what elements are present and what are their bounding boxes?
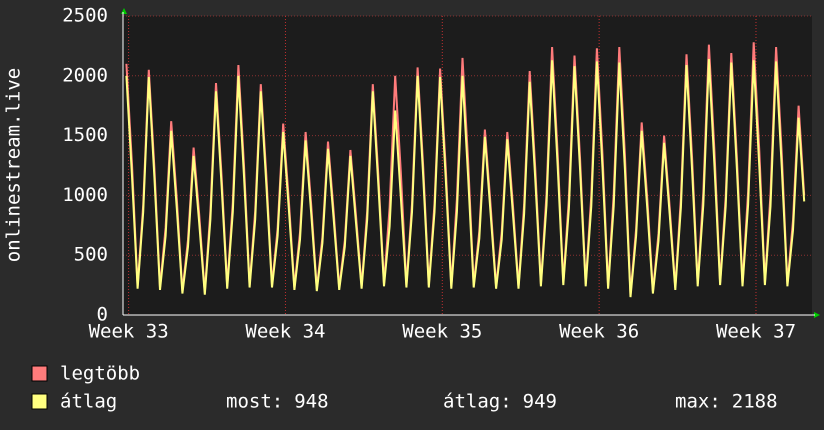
legend-label: legtöbb [60,363,140,385]
y-tick-label: 2000 [62,64,108,86]
y-tick-label: 0 [97,304,108,326]
stat-label: max: [675,391,721,413]
x-tick-label: Week 36 [559,321,639,343]
x-tick-label: Week 34 [245,321,325,343]
legend-swatch [31,365,48,382]
stat-value: 948 [294,391,328,413]
y-tick-label: 500 [74,244,108,266]
stat-value: 949 [523,391,557,413]
x-tick-label: Week 35 [402,321,482,343]
stat-label: átlag: [443,391,512,413]
axis-arrow [814,312,820,318]
series-line [125,59,806,298]
stat-value: 2188 [732,391,778,413]
y-axis-label: onlinestream.live [3,68,25,262]
x-tick-label: Week 33 [89,321,169,343]
stat-label: most: [226,391,283,413]
legend-swatch [31,393,48,410]
legend-label: átlag [60,391,117,413]
y-tick-label: 2500 [62,5,108,27]
x-tick-label: Week 37 [716,321,796,343]
y-tick-label: 1500 [62,124,108,146]
y-tick-label: 1000 [62,184,108,206]
